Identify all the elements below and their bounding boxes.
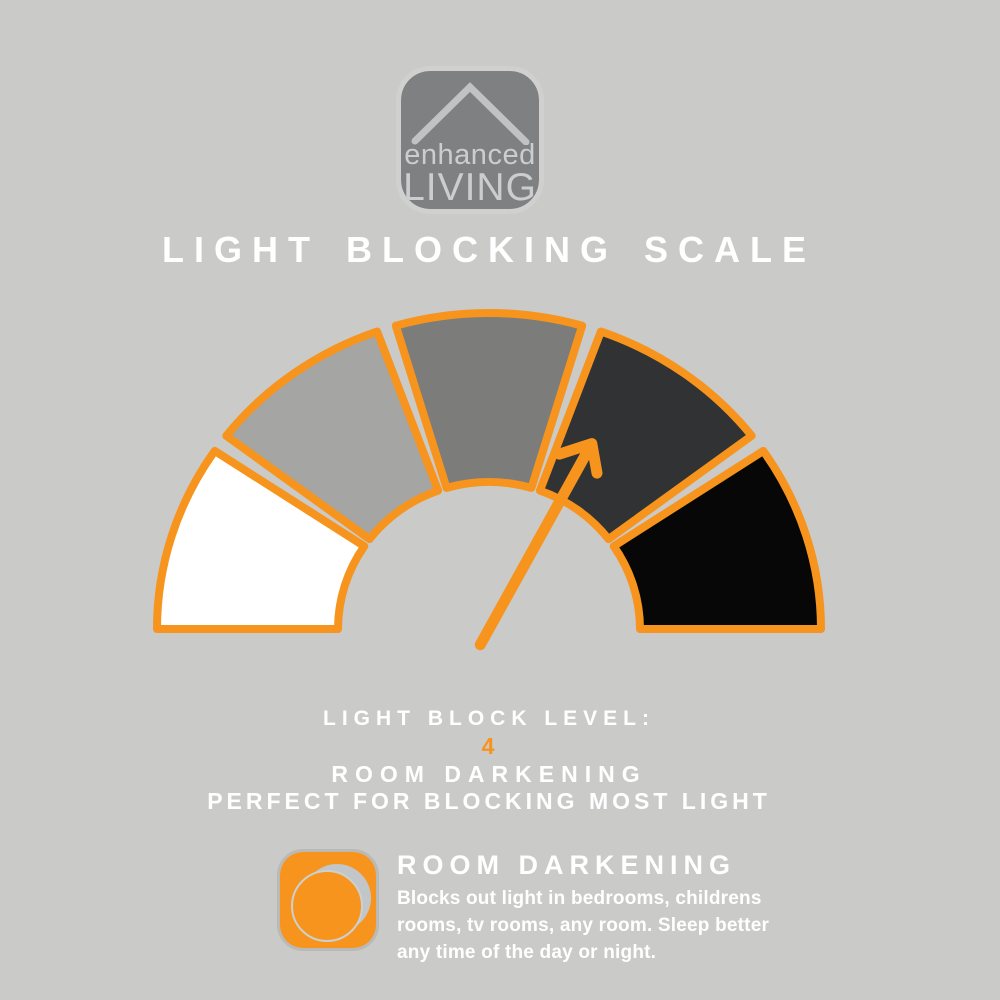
moon-icon-graphic (291, 864, 371, 942)
level-description: PERFECT FOR BLOCKING MOST LIGHT (207, 788, 771, 814)
gauge-segment-level-3 (391, 309, 587, 492)
gauge-needle-arrow (474, 438, 603, 651)
logo-text-living: LIVING (403, 166, 537, 209)
level-value: 4 (481, 733, 497, 759)
enhanced-living-logo: enhanced LIVING (396, 66, 544, 214)
roof-icon (411, 82, 530, 145)
level-name: ROOM DARKENING (331, 761, 647, 787)
moon-disc-shape (291, 870, 363, 942)
logo-text-enhanced: enhanced (404, 139, 536, 171)
info-body: Blocks out light in bedrooms, childrens … (397, 888, 770, 963)
info-heading: ROOM DARKENING (397, 850, 736, 880)
gauge-segment-level-1 (153, 446, 369, 633)
room-darkening-info-card: ROOM DARKENING Blocks out light in bedro… (277, 849, 777, 966)
page-title: LIGHT BLOCKING SCALE (162, 229, 816, 270)
level-label: LIGHT BLOCK LEVEL: (323, 707, 655, 730)
level-panel: LIGHT BLOCK LEVEL: 4 ROOM DARKENING PERF… (0, 707, 978, 814)
info-text-block: ROOM DARKENING Blocks out light in bedro… (397, 849, 777, 966)
gauge-segment-level-5 (609, 446, 825, 633)
moon-icon (277, 849, 379, 951)
gauge-segment-level-2 (222, 327, 443, 544)
